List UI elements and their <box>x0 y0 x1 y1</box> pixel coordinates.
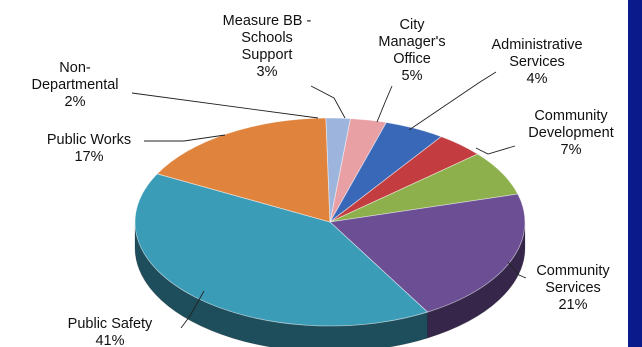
slice-label-public-works: Public Works 17% <box>47 132 131 165</box>
pie-slice-public-safety <box>134 173 429 327</box>
leader-line-community-development <box>475 145 516 155</box>
leader-line-city-manager-s-office <box>376 85 393 123</box>
pie-slice-community-services <box>329 193 526 313</box>
slice-label-measure-bb-schools-support: Measure BB -Schools Support 3% <box>223 13 312 80</box>
leader-line-public-safety <box>180 290 205 329</box>
leader-line-measure-bb-schools-support <box>310 85 346 119</box>
leader-line-administrative-services <box>408 71 497 131</box>
pie-slice-non-departmental <box>325 117 351 223</box>
leader-line-non-departmental <box>131 92 319 119</box>
slice-label-community-services: Community Services 21% <box>536 263 610 313</box>
slice-label-public-safety: Public Safety 41% <box>68 316 153 347</box>
pie-slice-public-works <box>156 117 331 223</box>
slice-label-community-development: Community Development 7% <box>528 108 613 158</box>
slice-label-city-manager-s-office: City Manager's Office 5% <box>378 17 445 84</box>
leader-line-community-services <box>507 261 527 279</box>
slice-label-administrative-services: Administrative Services 4% <box>491 37 582 87</box>
slice-label-non-departmental: Non-Departmental 2% <box>31 60 118 110</box>
leader-line-public-works <box>144 134 226 142</box>
